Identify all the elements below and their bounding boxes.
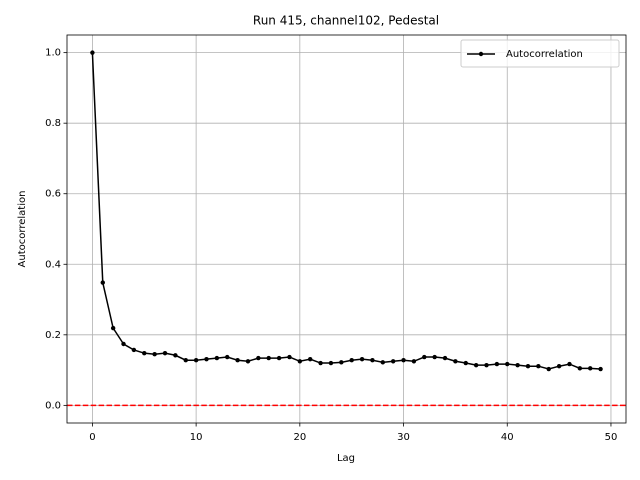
data-point	[380, 360, 385, 365]
data-point	[453, 359, 458, 364]
data-point	[266, 355, 271, 361]
data-point	[308, 356, 313, 362]
plot-frame	[66, 34, 627, 424]
y-tick-label: 0.8	[45, 118, 61, 129]
data-point	[297, 359, 303, 364]
x-tick-label: 20	[293, 432, 306, 443]
data-point	[183, 358, 188, 363]
data-point	[494, 361, 500, 367]
legend-box	[460, 39, 620, 68]
y-axis-label: Autocorrelation	[17, 191, 28, 268]
data-point	[193, 358, 199, 363]
data-point	[173, 353, 178, 358]
data-point	[484, 362, 489, 368]
data-point	[287, 354, 292, 360]
data-point	[318, 360, 323, 366]
data-point	[225, 354, 230, 360]
data-point	[442, 355, 448, 361]
x-tick-label: 10	[190, 432, 203, 443]
data-point	[401, 358, 406, 363]
data-point	[432, 354, 437, 360]
data-point	[546, 366, 551, 372]
y-tick-label: 1.0	[45, 48, 61, 59]
data-point	[110, 325, 116, 331]
y-tick-label: 0.6	[45, 189, 61, 200]
x-tick-label: 0	[89, 432, 95, 443]
data-point	[100, 280, 105, 285]
data-point	[121, 341, 126, 347]
data-point	[473, 362, 479, 368]
data-point	[131, 347, 137, 353]
data-point	[556, 364, 562, 369]
data-point	[142, 350, 147, 356]
data-point	[588, 366, 593, 371]
data-point	[90, 50, 95, 55]
y-tick-label: 0.0	[45, 400, 61, 411]
data-point	[349, 358, 354, 363]
data-point	[525, 364, 531, 369]
data-point	[276, 355, 282, 361]
data-point	[505, 361, 510, 367]
data-point	[567, 361, 572, 367]
y-tick-label: 0.2	[45, 330, 61, 341]
data-point	[390, 359, 396, 364]
data-point	[162, 350, 168, 356]
data-point	[411, 359, 417, 364]
data-point	[204, 356, 209, 362]
data-point	[339, 360, 344, 365]
data-point	[328, 360, 334, 366]
data-point	[515, 362, 520, 368]
legend-label: Autocorrelation	[506, 49, 583, 60]
y-tick-label: 0.4	[45, 259, 61, 270]
data-point	[422, 354, 427, 360]
data-point	[577, 366, 583, 371]
data-point	[235, 358, 240, 363]
data-point	[256, 355, 261, 361]
x-axis-label: Lag	[337, 453, 355, 464]
data-point	[245, 359, 251, 364]
legend-marker	[478, 51, 484, 57]
x-tick-label: 40	[501, 432, 514, 443]
data-point	[463, 360, 468, 366]
data-point	[536, 364, 541, 369]
x-tick-label: 50	[605, 432, 618, 443]
data-point	[598, 366, 603, 372]
data-point	[152, 352, 157, 357]
data-point	[370, 358, 375, 363]
x-tick-label: 30	[397, 432, 410, 443]
data-point	[214, 355, 220, 361]
chart-title: Run 415, channel102, Pedestal	[253, 14, 439, 28]
data-point	[359, 356, 365, 362]
